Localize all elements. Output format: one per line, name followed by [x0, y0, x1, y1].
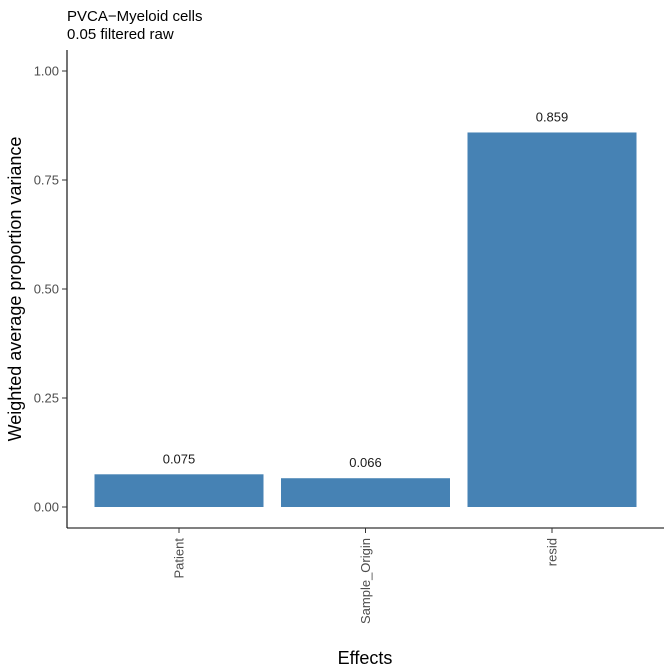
bar-resid — [467, 132, 637, 507]
x-tick-label-resid: resid — [545, 538, 560, 566]
y-tick-label: 1.00 — [34, 64, 59, 79]
y-tick-label: 0.00 — [34, 500, 59, 515]
y-axis-title: Weighted average proportion variance — [5, 137, 25, 442]
chart-title: PVCA−Myeloid cells — [67, 8, 202, 25]
x-tick-label-patient: Patient — [172, 538, 187, 579]
data-labels-group: 0.075 0.066 0.859 — [163, 109, 569, 470]
data-label-resid: 0.859 — [536, 109, 569, 124]
data-label-sample-origin: 0.066 — [349, 455, 382, 470]
x-axis-title: Effects — [338, 648, 393, 668]
data-label-patient: 0.075 — [163, 451, 196, 466]
x-ticks-group: Patient Sample_Origin resid — [172, 528, 560, 624]
bar-sample-origin — [281, 478, 450, 507]
chart-subtitle: 0.05 filtered raw — [67, 26, 174, 43]
y-tick-label: 0.75 — [34, 173, 59, 188]
y-ticks-group: 0.00 0.25 0.50 0.75 1.00 — [34, 64, 67, 515]
y-tick-label: 0.50 — [34, 282, 59, 297]
bars-group — [94, 132, 637, 507]
y-tick-label: 0.25 — [34, 391, 59, 406]
bar-patient — [94, 474, 264, 507]
x-tick-label-sample-origin: Sample_Origin — [358, 538, 373, 624]
